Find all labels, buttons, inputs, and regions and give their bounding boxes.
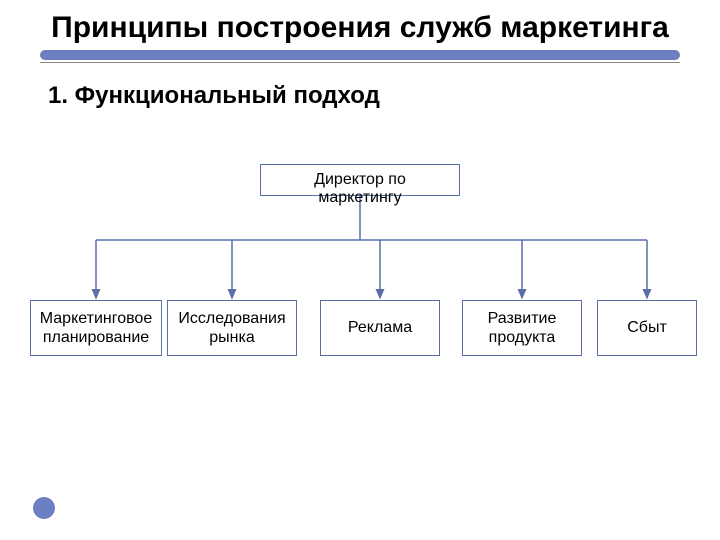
child-node: Маркетинговое планирование <box>30 300 162 356</box>
child-node: Реклама <box>320 300 440 356</box>
title-underline <box>40 50 680 64</box>
title-thinline <box>40 62 680 63</box>
child-node: Сбыт <box>597 300 697 356</box>
child-node: Развитие продукта <box>462 300 582 356</box>
subtitle: 1. Функциональный подход <box>0 64 720 110</box>
root-node: Директор по маркетингу <box>260 164 460 196</box>
child-node: Исследования рынка <box>167 300 297 356</box>
org-chart: Директор по маркетингу Маркетинговое пла… <box>0 150 720 390</box>
title-area: Принципы построения служб маркетинга <box>0 0 720 64</box>
connectors-group <box>96 196 647 298</box>
slide-title: Принципы построения служб маркетинга <box>40 10 680 46</box>
bullet-dot-icon <box>33 497 55 519</box>
title-bar <box>40 50 680 60</box>
